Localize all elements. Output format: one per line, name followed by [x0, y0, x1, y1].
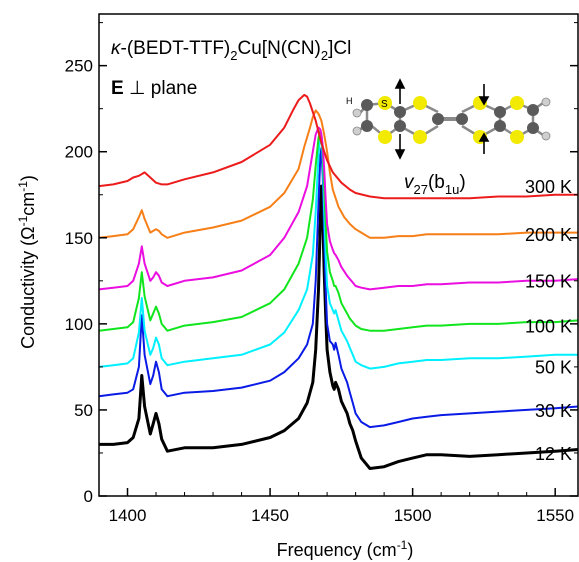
series-line-50k	[98, 133, 578, 370]
x-tick-label: 1500	[394, 506, 432, 525]
y-tick-label: 250	[65, 57, 93, 76]
y-tick-label: 200	[65, 143, 93, 162]
y-tick-label: 100	[65, 315, 93, 334]
y-tick-label: 150	[65, 229, 93, 248]
y-axis: 0 50 100 150 200 250	[65, 22, 578, 506]
y-tick-label: 50	[74, 401, 93, 420]
plot-frame	[98, 13, 579, 497]
compound-title: κ-(BEDT-TTF)2Cu[N(CN)2]Cl	[111, 38, 351, 63]
x-tick-label: 1550	[536, 506, 574, 525]
hydrogen-label: H	[346, 96, 353, 106]
y-axis-title: Conductivity (Ω-1cm-1)	[16, 175, 38, 349]
temperature-label: 150 K	[525, 272, 572, 292]
series-line-200k	[98, 109, 578, 239]
temperature-label: 300 K	[525, 177, 572, 197]
temperature-labels: 300 K 200 K 150 K 100 K 50 K 30 K 12 K	[525, 177, 572, 464]
series-line-30k	[98, 147, 579, 429]
temperature-label: 12 K	[535, 444, 572, 464]
x-tick-label: 1450	[251, 506, 289, 525]
temperature-label: 100 K	[525, 316, 572, 336]
series-line-12k	[99, 184, 579, 470]
mode-label: v27(b1u)	[404, 172, 466, 197]
x-axis: 1400 1450 1500 1550	[109, 488, 574, 525]
y-tick-label: 0	[84, 487, 93, 506]
polarization-label: E ⊥ plane	[111, 78, 197, 99]
molecule-diagram: H S	[346, 78, 551, 160]
series-line-300k	[98, 93, 578, 200]
temperature-label: 50 K	[535, 358, 572, 378]
series-line-100k	[98, 130, 579, 332]
temperature-label: 30 K	[535, 401, 572, 421]
x-tick-label: 1400	[109, 506, 147, 525]
x-axis-title: Frequency (cm-1)	[277, 538, 414, 560]
series-layer	[98, 93, 579, 470]
temperature-label: 200 K	[525, 225, 572, 245]
sulfur-label: S	[381, 99, 388, 110]
